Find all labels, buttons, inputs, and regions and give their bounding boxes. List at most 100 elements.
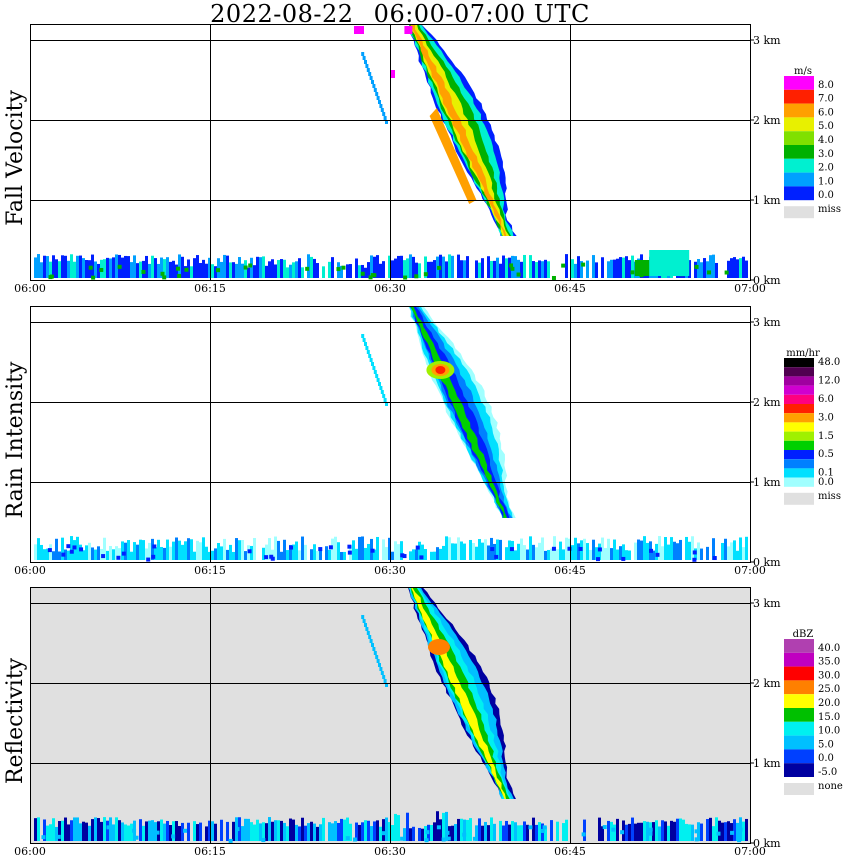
echo-cell	[85, 260, 88, 278]
echo-cell	[121, 551, 126, 556]
radar-echo	[34, 24, 748, 280]
echo-cell	[97, 818, 100, 841]
echo-cell	[368, 354, 372, 358]
legend-label: 1.0	[818, 176, 834, 187]
echo-cell	[310, 549, 313, 560]
echo-cell	[712, 254, 715, 278]
echo-cell	[370, 255, 373, 278]
echo-cell	[307, 823, 310, 841]
echo-cell	[292, 262, 295, 278]
echo-cell	[49, 544, 52, 560]
echo-cell	[542, 825, 547, 830]
panel-rain-intensity: 0 km 1 km 2 km 3 km 06:00 06:15 06:30 06:45 07:0…	[3, 306, 841, 577]
echo-cell	[418, 263, 421, 278]
echo-cell	[655, 820, 658, 841]
y-tick-label: 0 km	[753, 274, 781, 287]
echo-cell	[613, 824, 616, 841]
echo-cell	[366, 350, 370, 354]
echo-cell	[331, 538, 334, 560]
echo-cell	[382, 261, 385, 278]
echo-cell	[490, 547, 495, 552]
echo-cell	[48, 275, 53, 280]
echo-cell	[152, 544, 157, 549]
echo-cell	[448, 826, 451, 841]
echo-cell	[383, 398, 387, 402]
legend-miss-label: miss	[818, 491, 841, 502]
echo-cell	[139, 819, 142, 841]
echo-cell	[613, 539, 616, 560]
echo-cell	[112, 824, 115, 841]
x-tick-label: 06:45	[554, 282, 586, 295]
echo-cell	[394, 541, 397, 560]
echo-cell	[274, 264, 277, 278]
echo-cell	[199, 263, 202, 278]
legend-label: 30.0	[818, 670, 840, 681]
echo-cell	[64, 817, 67, 841]
echo-cell	[655, 552, 660, 557]
grid	[30, 587, 750, 843]
echo-cell	[419, 555, 424, 560]
echo-cell	[85, 822, 88, 841]
echo-cell	[109, 258, 112, 278]
echo-cell	[121, 257, 124, 278]
echo-cell	[319, 824, 322, 841]
echo-cell	[91, 547, 94, 560]
echo-cell	[331, 823, 334, 841]
echo-cell	[532, 544, 535, 560]
echo-cell	[529, 536, 532, 560]
echo-cell	[610, 548, 613, 560]
echo-cell	[640, 540, 643, 560]
echo-cell	[375, 374, 379, 378]
echo-cell	[469, 818, 472, 841]
echo-cell	[433, 551, 436, 560]
echo-cell	[61, 552, 66, 557]
legend-label: 4.0	[818, 135, 834, 146]
echo-cell	[247, 267, 250, 278]
echo-cell	[373, 549, 376, 560]
echo-cell	[163, 259, 166, 278]
echo-cell	[196, 540, 199, 560]
echo-cell	[79, 255, 82, 278]
echo-cell	[619, 546, 622, 560]
echo-cell	[373, 651, 377, 655]
echo-cell	[121, 541, 124, 560]
legend-label: 0.0	[818, 190, 834, 201]
echo-cell	[298, 550, 301, 560]
echo-cell	[370, 826, 373, 841]
echo-cell	[724, 270, 729, 275]
echo-cell	[169, 546, 172, 560]
echo-cell	[316, 826, 319, 841]
echo-cell	[73, 261, 76, 278]
legend-swatch	[784, 76, 814, 90]
echo-cell	[269, 554, 274, 559]
echo-cell	[592, 539, 595, 560]
echo-cell	[318, 547, 323, 552]
echo-cell	[739, 258, 742, 278]
echo-cell	[58, 261, 61, 278]
echo-cell	[371, 80, 374, 84]
echo-cell	[382, 539, 385, 560]
echo-cell	[365, 627, 369, 631]
x-tick-label: 06:00	[14, 282, 46, 295]
echo-cell	[463, 819, 466, 841]
echo-cell	[571, 545, 574, 560]
echo-cell	[388, 537, 391, 560]
legend-swatch	[784, 477, 814, 487]
echo-cell	[442, 812, 445, 841]
echo-cell	[79, 544, 82, 560]
echo-cell	[70, 536, 73, 560]
echo-cell	[199, 822, 202, 841]
echo-cell	[216, 268, 221, 273]
echo-cell	[730, 830, 735, 835]
echo-layer	[410, 306, 508, 518]
echo-cell	[91, 819, 94, 841]
echo-cell	[46, 825, 49, 841]
echo-cell	[718, 820, 721, 841]
echo-cell	[421, 828, 424, 841]
echo-cell	[368, 72, 372, 76]
echo-cell	[72, 545, 77, 550]
legend-label: -5.0	[818, 767, 837, 778]
echo-cell	[82, 550, 85, 560]
echo-cell	[88, 542, 91, 560]
echo-cell	[691, 824, 694, 841]
